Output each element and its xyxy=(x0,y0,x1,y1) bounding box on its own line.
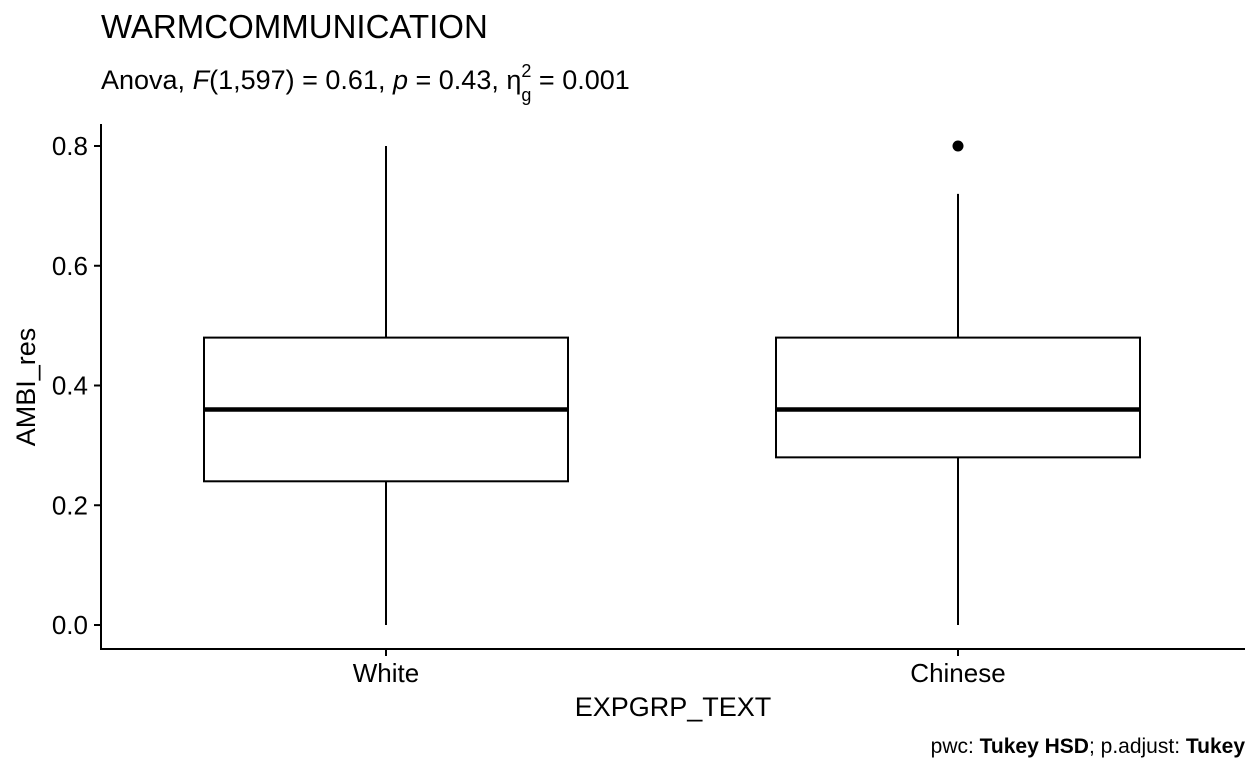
iqr-box xyxy=(775,336,1141,459)
chart-title: WARMCOMMUNICATION xyxy=(101,8,488,45)
caption-pwc-value: Tukey HSD xyxy=(980,735,1089,758)
caption-adjust-value: Tukey xyxy=(1186,735,1245,758)
x-axis-ticks: White Chinese xyxy=(353,649,1006,688)
boxes-layer xyxy=(203,140,1141,625)
subtitle-test: Anova, xyxy=(101,65,185,95)
y-tick-label: 0.2 xyxy=(52,490,88,520)
box-chinese xyxy=(775,140,1141,625)
y-axis-title: AMBI_res xyxy=(11,328,41,447)
y-tick-label: 0.6 xyxy=(52,251,88,281)
caption-sep: ; p.adjust: xyxy=(1089,735,1186,758)
x-axis-title: EXPGRP_TEXT xyxy=(575,692,772,722)
subtitle-f-symbol: F xyxy=(193,65,211,95)
subtitle-df: (1,597) xyxy=(209,65,295,95)
outlier-point xyxy=(952,140,964,152)
y-tick-label: 0.8 xyxy=(52,131,88,161)
y-tick-label: 0.4 xyxy=(52,371,88,401)
subtitle-eta-value: = 0.001 xyxy=(531,65,629,95)
chart-caption: pwc: Tukey HSD; p.adjust: Tukey xyxy=(931,735,1246,758)
subtitle-eta-symbol: η xyxy=(506,65,521,95)
subtitle-eta-sup: 2 xyxy=(521,61,531,81)
subtitle-p-symbol: p xyxy=(392,65,408,95)
subtitle-eta-sub: g xyxy=(521,85,531,105)
y-tick-label: 0.0 xyxy=(52,610,88,640)
y-axis-ticks: 0.0 0.2 0.4 0.6 0.8 xyxy=(52,131,101,640)
subtitle-f-value: = 0.61, xyxy=(295,65,386,95)
x-tick-label: White xyxy=(353,658,419,688)
caption-pwc-label: pwc: xyxy=(931,735,980,758)
subtitle-p-value: = 0.43, xyxy=(408,65,499,95)
x-tick-label: Chinese xyxy=(910,658,1005,688)
chart-subtitle: Anova, F(1,597) = 0.61, p = 0.43, η2 g = … xyxy=(101,61,630,105)
box-white xyxy=(203,146,569,625)
